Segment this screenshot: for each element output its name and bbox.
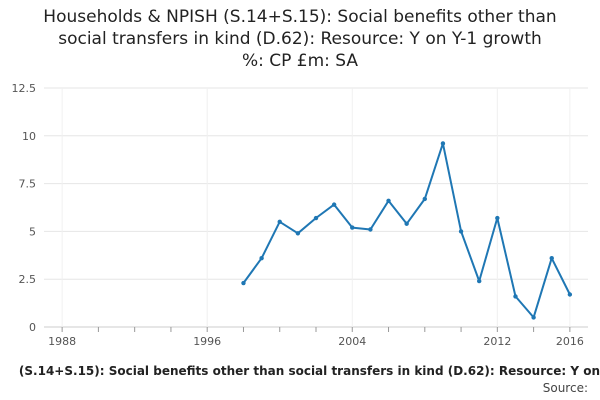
x-axis-label: (S.14+S.15): Social benefits other than … — [18, 364, 600, 378]
data-point[interactable] — [277, 219, 282, 225]
x-tick-label: 1988 — [48, 335, 76, 348]
data-point[interactable] — [495, 215, 500, 221]
y-tick-label: 0 — [29, 321, 36, 334]
x-tick-label: 2016 — [556, 335, 584, 348]
data-point[interactable] — [422, 196, 427, 202]
data-point[interactable] — [241, 280, 246, 286]
data-point[interactable] — [368, 227, 373, 232]
data-point[interactable] — [477, 278, 482, 284]
data-point[interactable] — [404, 221, 409, 226]
data-point[interactable] — [458, 229, 464, 234]
data-point[interactable] — [331, 202, 337, 207]
data-point[interactable] — [350, 225, 355, 230]
series-line — [241, 141, 573, 320]
chart-title-line-1: Households & NPISH (S.14+S.15): Social b… — [43, 7, 557, 27]
data-point[interactable] — [513, 294, 518, 299]
x-tick-label: 2004 — [338, 335, 366, 348]
y-tick-label: 5 — [29, 225, 36, 238]
data-point[interactable] — [440, 141, 446, 146]
source-label: Source: — [542, 381, 588, 395]
data-point[interactable] — [386, 198, 391, 204]
data-point[interactable] — [295, 231, 301, 236]
data-point[interactable] — [313, 215, 319, 221]
chart-title: Households & NPISH (S.14+S.15): Social b… — [0, 6, 600, 72]
data-point[interactable] — [259, 255, 264, 261]
data-point[interactable] — [549, 255, 554, 261]
x-tick-label: 2012 — [483, 335, 511, 348]
y-tick-label: 7.5 — [19, 178, 37, 191]
y-tick-label: 10 — [22, 130, 36, 143]
axes: 0 2.5 5 7.5 10 12.5 1988 1996 2004 2012 2016 — [12, 82, 584, 348]
chart-title-line-3: %: CP £m: SA — [241, 51, 359, 71]
series-path — [242, 142, 571, 319]
y-tick-label: 12.5 — [12, 82, 37, 95]
chart-title-line-2: social transfers in kind (D.62): Resourc… — [58, 29, 542, 49]
data-point[interactable] — [531, 315, 536, 320]
data-point[interactable] — [567, 292, 573, 297]
y-tick-label: 2.5 — [19, 273, 37, 286]
x-tick-label: 1996 — [193, 335, 221, 348]
gridlines — [44, 87, 588, 328]
